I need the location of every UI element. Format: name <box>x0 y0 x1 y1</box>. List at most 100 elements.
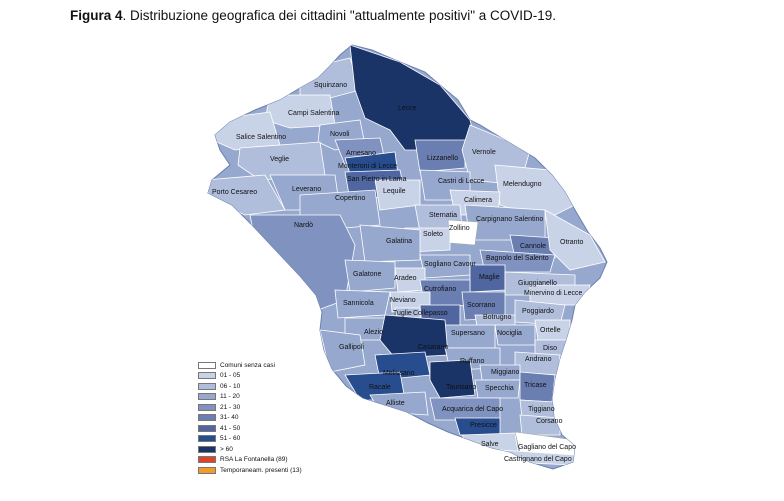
label-maglie: Maglie <box>479 274 500 281</box>
area-cannole <box>509 234 556 259</box>
label-racale: Racale <box>369 384 391 391</box>
legend-swatch <box>198 361 216 369</box>
label-castrignano: Castrignano del Capo <box>504 456 572 463</box>
label-leverano: Leverano <box>292 186 321 193</box>
label-alezio: Alezio <box>364 329 383 336</box>
label-tricase: Tricase <box>524 382 547 389</box>
label-vernole: Vernole <box>472 149 496 156</box>
label-poggiardo: Poggiardo <box>522 308 554 315</box>
area-zollino <box>447 219 479 246</box>
label-castri: Castri di Lecce <box>438 178 484 185</box>
label-sternatia: Sternatia <box>429 212 457 219</box>
label-botrugno: Botrugno <box>483 314 512 321</box>
legend-label: Comuni senza casi <box>220 361 275 369</box>
label-bagnolo: Bagnolo del Salento <box>486 255 549 262</box>
label-nociglia: Nociglia <box>497 330 522 337</box>
label-giuggianello: Giuggianello <box>518 280 557 287</box>
label-galatina: Galatina <box>386 238 412 245</box>
label-tuglie: Tuglie <box>393 310 412 317</box>
label-campi-salentina: Campi Salentina <box>288 110 339 117</box>
legend-label: 01 - 05 <box>220 372 241 380</box>
label-nardo: Nardò <box>294 222 313 229</box>
label-melendugno: Melendugno <box>503 181 542 188</box>
label-specchia: Specchia <box>485 385 514 392</box>
label-copertino: Copertino <box>335 195 365 202</box>
area-casarano <box>379 314 449 359</box>
legend-item: Temporaneam. presenti (13) <box>198 465 302 476</box>
legend-swatch <box>198 456 216 464</box>
label-squinzano: Squinzano <box>314 82 347 89</box>
legend-item: > 60 <box>198 444 302 455</box>
figure-caption-text: . Distribuzione geografica dei cittadini… <box>122 8 557 23</box>
label-otranto: Otranto <box>560 239 583 246</box>
map-legend: Comuni senza casi 01 - 05 06 - 10 11 - 20 21… <box>198 360 302 476</box>
label-aradeo: Aradeo <box>394 275 417 282</box>
legend-item: 41 - 50 <box>198 423 302 434</box>
label-corsano: Corsano <box>536 418 563 425</box>
legend-label: RSA La Fontanella (89) <box>220 456 288 464</box>
legend-label: 31- 40 <box>220 414 239 422</box>
legend-label: > 60 <box>220 445 233 453</box>
label-miggiano: Miggiano <box>491 369 520 376</box>
label-acquarica: Acquarica del Capo <box>442 406 503 413</box>
figure-caption: Figura 4. Distribuzione geografica dei c… <box>70 8 556 23</box>
label-alliste: Alliste <box>386 400 405 407</box>
label-monteroni: Monteroni di Lecce <box>338 163 397 170</box>
label-salve: Salve <box>481 441 499 448</box>
label-galatone: Galatone <box>353 271 382 278</box>
legend-swatch <box>198 466 216 474</box>
label-neviano: Neviano <box>390 297 416 304</box>
label-cutrofiano: Cutrofiano <box>424 286 456 293</box>
label-zollino: Zollino <box>449 225 470 232</box>
label-supersano: Supersano <box>451 330 485 337</box>
legend-item: RSA La Fontanella (89) <box>198 455 302 466</box>
label-tiggiano: Tiggiano <box>528 406 555 413</box>
legend-item: 21 - 30 <box>198 402 302 413</box>
label-diso: Diso <box>543 345 557 352</box>
legend-swatch <box>198 372 216 380</box>
legend-swatch <box>198 445 216 453</box>
label-sogliano: Sogliano Cavour <box>424 261 476 268</box>
legend-swatch <box>198 382 216 390</box>
area-taurisano <box>429 359 476 399</box>
label-salice: Salice Salentino <box>236 134 286 141</box>
label-melissano: Melissano <box>383 370 415 377</box>
label-minervino: Minervino di Lecce <box>524 290 582 297</box>
area-specchia <box>474 379 521 399</box>
label-san-pietro: San Pietro in Lama <box>347 176 407 183</box>
label-novoli: Novoli <box>330 131 350 138</box>
municipality-labels: Squinzano Campi Salentina Lecce Salice S… <box>212 82 583 463</box>
area-lizzanello <box>414 139 466 173</box>
label-carpignano: Carpignano Salentino <box>476 216 543 223</box>
label-lecce: Lecce <box>398 105 417 112</box>
label-lizzanello: Lizzanello <box>427 155 458 162</box>
legend-item: Comuni senza casi <box>198 360 302 371</box>
legend-label: 21 - 30 <box>220 403 241 411</box>
label-presicce: Presicce <box>470 422 497 429</box>
label-gallipoli: Gallipoli <box>339 344 364 351</box>
legend-swatch <box>198 435 216 443</box>
area-corsano <box>519 414 561 436</box>
legend-swatch <box>198 403 216 411</box>
label-collepasso: Collepasso <box>413 310 448 317</box>
area-squinzano <box>299 57 361 99</box>
label-porto-cesareo: Porto Cesareo <box>212 189 257 196</box>
label-scorrano: Scorrano <box>467 302 496 309</box>
legend-label: 11 - 20 <box>220 393 240 401</box>
legend-item: 06 - 10 <box>198 381 302 392</box>
label-arnesano: Arnesano <box>346 150 376 157</box>
legend-swatch <box>198 414 216 422</box>
legend-item: 51 - 60 <box>198 434 302 445</box>
legend-label: 41 - 50 <box>220 424 241 432</box>
label-cannole: Cannole <box>520 243 546 250</box>
label-calimera: Calimera <box>464 197 492 204</box>
label-sannicola: Sannicola <box>343 300 374 307</box>
legend-swatch <box>198 393 216 401</box>
area-lequile <box>374 179 421 211</box>
figure-label: Figura 4 <box>70 8 123 23</box>
legend-label: 06 - 10 <box>220 382 241 390</box>
label-andrano: Andrano <box>525 356 552 363</box>
label-ortelle: Ortelle <box>540 327 561 334</box>
area-gallipoli <box>319 329 366 373</box>
label-casarano: Casarano <box>418 344 448 351</box>
